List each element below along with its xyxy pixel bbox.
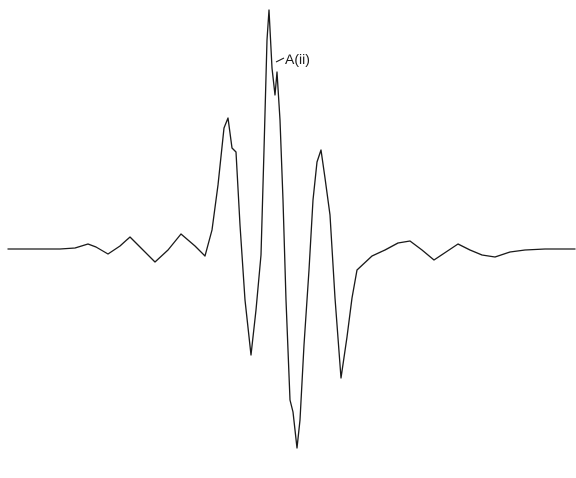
annotation-leader-line <box>275 57 285 63</box>
waveform-trace <box>7 9 576 449</box>
annotation-label: A(ii) <box>285 51 310 67</box>
